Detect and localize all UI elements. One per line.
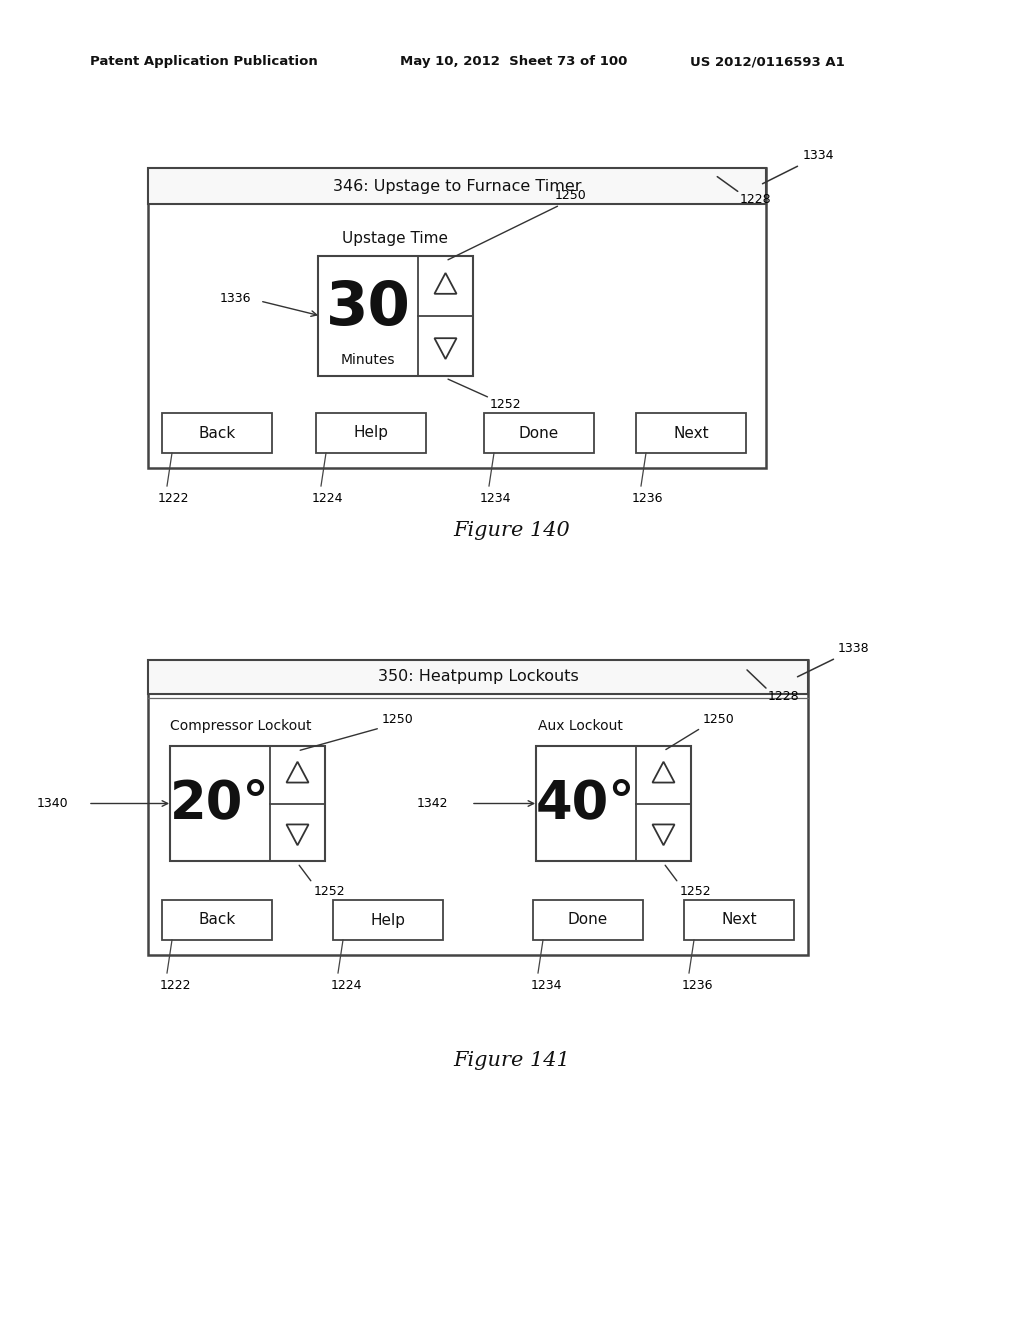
Bar [484,413,594,453]
Text: 1336: 1336 [220,292,252,305]
Text: Compressor Lockout: Compressor Lockout [170,719,311,733]
Text: 1222: 1222 [158,492,189,506]
Text: 1250: 1250 [382,713,414,726]
Bar [148,168,766,469]
Text: Back: Back [199,912,236,928]
Text: 1250: 1250 [555,189,587,202]
Text: Done: Done [568,912,608,928]
Bar [534,900,643,940]
Bar [162,900,272,940]
Text: 1340: 1340 [37,797,68,810]
Text: Figure 140: Figure 140 [454,520,570,540]
Text: 350: Heatpump Lockouts: 350: Heatpump Lockouts [378,669,579,685]
Text: Patent Application Publication: Patent Application Publication [90,55,317,69]
Text: 1250: 1250 [703,713,735,726]
Text: 1234: 1234 [480,492,512,506]
Bar [162,413,272,453]
Bar [316,413,426,453]
Text: 1234: 1234 [531,979,562,993]
Text: Aux Lockout: Aux Lockout [538,719,623,733]
Text: 1338: 1338 [838,642,869,655]
Text: 30: 30 [326,279,411,338]
Text: 1342: 1342 [417,797,449,810]
Text: 346: Upstage to Furnace Timer: 346: Upstage to Furnace Timer [333,178,582,194]
Bar [684,900,794,940]
Text: Next: Next [673,425,709,441]
Text: 1224: 1224 [312,492,343,506]
Text: 40°: 40° [537,777,636,829]
Text: 1228: 1228 [740,193,772,206]
Bar [148,660,808,954]
Text: Minutes: Minutes [341,352,395,367]
Text: Next: Next [721,912,757,928]
Text: Back: Back [199,425,236,441]
Text: 1236: 1236 [682,979,714,993]
Text: Help: Help [371,912,406,928]
Text: 20°: 20° [170,777,270,829]
Bar [536,746,691,861]
Text: May 10, 2012  Sheet 73 of 100: May 10, 2012 Sheet 73 of 100 [400,55,628,69]
Text: 1252: 1252 [313,884,345,898]
Text: 1236: 1236 [632,492,664,506]
Text: 1334: 1334 [803,149,835,162]
Bar [318,256,473,376]
Text: 1252: 1252 [490,399,521,411]
Bar [636,413,746,453]
Text: Help: Help [353,425,388,441]
Text: Done: Done [519,425,559,441]
Text: US 2012/0116593 A1: US 2012/0116593 A1 [690,55,845,69]
Text: 1222: 1222 [160,979,191,993]
Text: Upstage Time: Upstage Time [342,231,449,246]
Bar [170,746,325,861]
Text: 1228: 1228 [768,690,800,704]
Bar [148,660,808,694]
Bar [333,900,443,940]
Text: 1224: 1224 [331,979,362,993]
Text: Figure 141: Figure 141 [454,1051,570,1069]
Text: 1252: 1252 [680,884,711,898]
Bar [148,168,766,205]
